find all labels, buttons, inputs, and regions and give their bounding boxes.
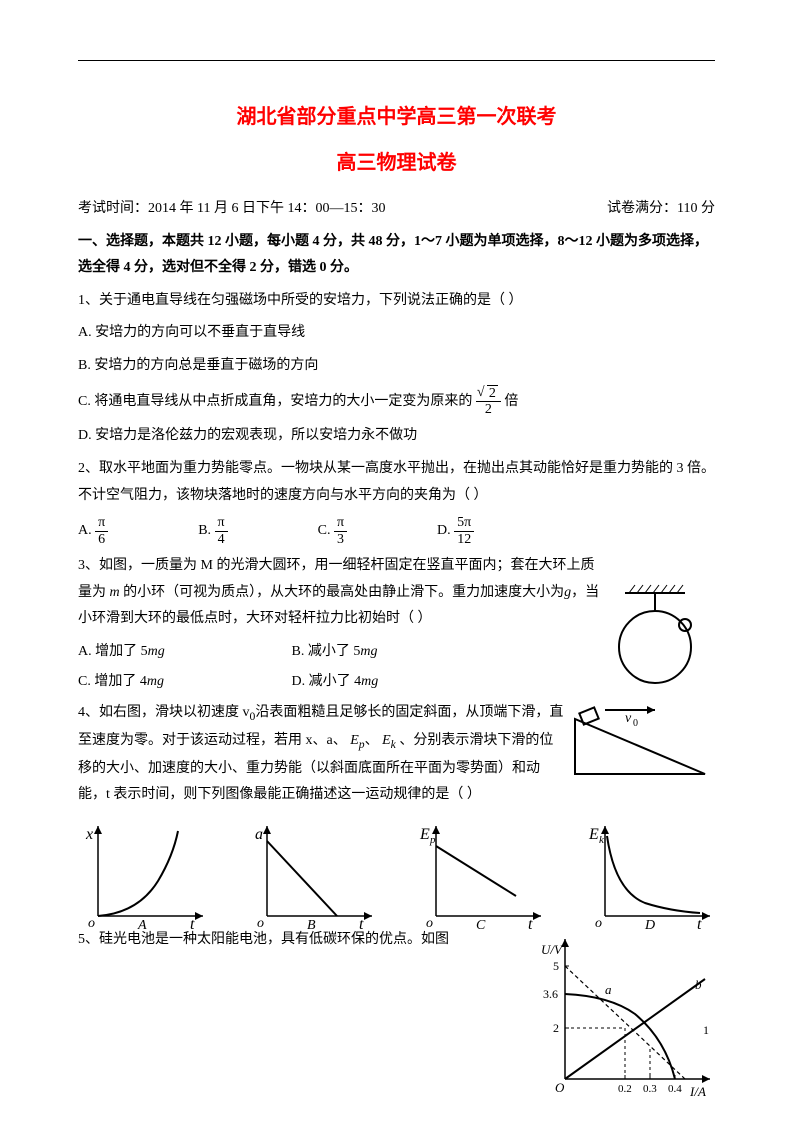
q2-option: A. π6 bbox=[78, 523, 168, 538]
q1-optB: B. 安培力的方向总是垂直于磁场的方向 bbox=[78, 353, 715, 380]
q1-stem: 1、关于通电直导线在匀强磁场中所受的安培力，下列说法正确的是（ ） bbox=[78, 288, 715, 315]
q2-stem: 2、取水平地面为重力势能零点。一物块从某一高度水平抛出，在抛出点其动能恰好是重力… bbox=[78, 456, 715, 509]
q3-optC: C. 增加了 4mg bbox=[78, 669, 288, 696]
svg-text:D: D bbox=[644, 918, 655, 931]
svg-text:0.2: 0.2 bbox=[618, 1083, 632, 1095]
svg-text:t: t bbox=[359, 916, 364, 931]
q1-optC: C. 将通电直导线从中点折成直角，安培力的大小一定变为原来的 2 2 倍 bbox=[78, 386, 715, 418]
svg-text:A: A bbox=[137, 918, 147, 931]
q2-options: A. π6 B. π4 C. π3 D. 5π12 bbox=[78, 515, 715, 547]
svg-text:B: B bbox=[307, 918, 316, 931]
q5-figure: U/V 5 3.6 2 a b 1 0.2 0.3 0.4 O I/A bbox=[535, 934, 715, 1104]
q3-m: m bbox=[110, 585, 120, 600]
svg-text:0: 0 bbox=[633, 718, 638, 729]
top-rule bbox=[78, 60, 715, 61]
graph-D: E k o D t bbox=[585, 821, 715, 931]
q1-optD: D. 安培力是洛伦兹力的宏观表现，所以安培力永不做功 bbox=[78, 423, 715, 450]
q1-optC-den: 2 bbox=[476, 402, 501, 417]
q4-graphs: x o A t a o B t E p o C bbox=[78, 821, 715, 931]
q1-optC-frac: 2 2 bbox=[476, 386, 501, 418]
svg-text:v: v bbox=[625, 711, 632, 726]
title-sub: 高三物理试卷 bbox=[78, 144, 715, 182]
q4-stem: 4、如右图，滑块以初速度 v0沿表面粗糙且足够长的固定斜面，从顶端下滑，直至速度… bbox=[78, 700, 565, 809]
svg-text:t: t bbox=[697, 916, 702, 931]
svg-text:1: 1 bbox=[703, 1023, 709, 1037]
q3-stem-mid: 的小环（可视为质点），从大环的最高处由静止滑下。重力加速度大小为 bbox=[120, 585, 565, 600]
svg-text:b: b bbox=[695, 977, 702, 992]
meta-line: 考试时间：2014 年 11 月 6 日下午 14：00—15：30 试卷满分：… bbox=[78, 196, 715, 223]
q1-optC-post: 倍 bbox=[504, 394, 518, 409]
svg-text:o: o bbox=[257, 916, 264, 931]
svg-text:t: t bbox=[528, 916, 533, 931]
title-main: 湖北省部分重点中学高三第一次联考 bbox=[78, 98, 715, 136]
exam-time: 考试时间：2014 年 11 月 6 日下午 14：00—15：30 bbox=[78, 196, 385, 223]
q1-optC-pre: C. 将通电直导线从中点折成直角，安培力的大小一定变为原来的 bbox=[78, 394, 472, 409]
graph-C: E p o C t bbox=[416, 821, 546, 931]
svg-text:o: o bbox=[426, 916, 433, 931]
svg-text:0.4: 0.4 bbox=[668, 1083, 682, 1095]
graph-B: a o B t bbox=[247, 821, 377, 931]
q3-optD: D. 减小了 4mg bbox=[292, 669, 502, 696]
svg-text:a: a bbox=[605, 982, 612, 997]
full-mark: 试卷满分：110 分 bbox=[607, 196, 715, 223]
q3-optB: B. 减小了 5mg bbox=[292, 639, 502, 666]
svg-text:U/V: U/V bbox=[541, 942, 564, 957]
svg-text:k: k bbox=[599, 834, 605, 846]
q4-Ek: E bbox=[382, 733, 391, 748]
svg-text:5: 5 bbox=[553, 959, 559, 973]
q4-pre: 4、如右图，滑块以初速度 v bbox=[78, 705, 250, 720]
svg-text:t: t bbox=[190, 916, 195, 931]
q3-row: 3、如图，一质量为 M 的光滑大圆环，用一细轻杆固定在竖直平面内；套在大环上质量… bbox=[78, 553, 715, 700]
q3-opts: A. 增加了 5mg B. 减小了 5mg C. 增加了 4mg D. 减小了 … bbox=[78, 639, 605, 700]
svg-text:C: C bbox=[476, 918, 486, 931]
svg-text:p: p bbox=[429, 834, 436, 846]
section-heading: 一、选择题，本题共 12 小题，每小题 4 分，共 48 分，1～7 小题为单项… bbox=[78, 229, 715, 282]
svg-text:I/A: I/A bbox=[689, 1084, 706, 1099]
q4-row: 4、如右图，滑块以初速度 v0沿表面粗糙且足够长的固定斜面，从顶端下滑，直至速度… bbox=[78, 700, 715, 815]
q3-optA: A. 增加了 5mg bbox=[78, 639, 288, 666]
svg-text:a: a bbox=[255, 826, 263, 843]
q4-incline-figure: v 0 bbox=[565, 700, 715, 784]
q4-ksub: k bbox=[391, 738, 396, 751]
q2-option: C. π3 bbox=[318, 523, 407, 538]
graph-A: x o A t bbox=[78, 821, 208, 931]
svg-text:o: o bbox=[595, 916, 602, 931]
q2-option: D. 5π12 bbox=[437, 523, 534, 538]
svg-text:3.6: 3.6 bbox=[543, 987, 558, 1001]
q3-figure bbox=[605, 553, 715, 693]
svg-text:2: 2 bbox=[553, 1021, 559, 1035]
svg-text:O: O bbox=[555, 1080, 565, 1095]
svg-text:x: x bbox=[85, 826, 93, 843]
q2-option: B. π4 bbox=[198, 523, 287, 538]
q3-stem: 3、如图，一质量为 M 的光滑大圆环，用一细轻杆固定在竖直平面内；套在大环上质量… bbox=[78, 553, 605, 633]
svg-text:E: E bbox=[419, 826, 430, 843]
svg-text:0.3: 0.3 bbox=[643, 1083, 657, 1095]
svg-text:o: o bbox=[88, 916, 95, 931]
q4-psub: p bbox=[359, 738, 365, 751]
q4-Ep: E bbox=[350, 733, 359, 748]
svg-text:E: E bbox=[588, 826, 599, 843]
q1-optA: A. 安培力的方向可以不垂直于直导线 bbox=[78, 320, 715, 347]
